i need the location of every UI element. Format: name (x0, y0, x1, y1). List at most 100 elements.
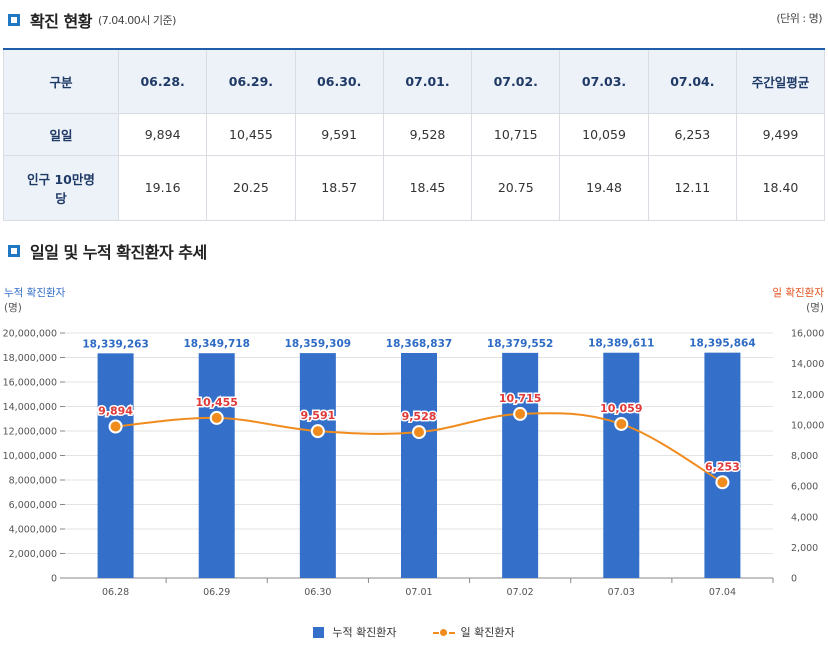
table-cell: 19.16 (117, 154, 208, 221)
bar (299, 353, 336, 578)
line-point (513, 406, 528, 421)
table-cell: 18.40 (736, 154, 825, 221)
left-tick-label: 6,000,000 (9, 500, 57, 511)
bar-swatch-icon (313, 626, 325, 638)
table-cell: 9,894 (117, 112, 208, 156)
table-cell: 9,528 (382, 112, 473, 156)
left-tick-label: 18,000,000 (3, 353, 57, 364)
left-tick-label: 16,000,000 (3, 378, 57, 389)
line-value-label: 9,528 (402, 410, 437, 423)
bar-value-label: 18,395,864 (689, 338, 755, 350)
x-tick-label: 06.28 (102, 587, 129, 598)
table-cell: 19.48 (559, 154, 649, 221)
line-value-label: 9,894 (98, 404, 133, 417)
table-cell: 9,499 (736, 112, 825, 156)
left-axis-label: 누적 확진환자 (4, 286, 66, 299)
bar-value-label: 18,339,263 (82, 338, 148, 350)
legend-item-daily: 일 확진환자 (432, 624, 515, 640)
bar-value-label: 18,368,837 (386, 338, 452, 350)
line-value-label: 6,253 (705, 460, 740, 473)
table-cell: 6,253 (647, 112, 738, 156)
right-axis-unit: (명) (806, 302, 824, 314)
x-tick-label: 07.03 (608, 587, 635, 598)
legend-label: 일 확진환자 (460, 626, 515, 639)
table-cell: 10,715 (471, 112, 561, 156)
status-section-header: 확진 현황 (7.04.00시 기준) (8, 8, 176, 32)
bar (704, 352, 741, 578)
bar-value-label: 18,349,718 (183, 338, 249, 350)
trend-section-header: 일일 및 누적 확진환자 추세 (8, 239, 207, 263)
line-point (108, 419, 123, 434)
left-axis-unit: (명) (4, 302, 22, 314)
table-row: 인구 10만명당 19.16 20.25 18.57 18.45 20.75 1… (3, 154, 825, 221)
line-point (310, 424, 325, 439)
table-cell: 18.57 (294, 154, 384, 221)
header-cell: 06.28. (117, 48, 208, 114)
table-cell: 10,059 (559, 112, 649, 156)
legend-label: 누적 확진환자 (332, 626, 397, 639)
table-cell: 9,591 (294, 112, 384, 156)
line-point (209, 410, 224, 425)
trend-chart: 0 2,000,000 4,000,000 6,000,000 8,000,000 10,… (3, 286, 825, 598)
bar (603, 352, 640, 578)
right-axis-label: 일 확진환자 (772, 286, 824, 299)
bar-value-label: 18,379,552 (487, 338, 553, 350)
line-value-label: 10,455 (195, 396, 237, 409)
left-tick-label: 10,000,000 (3, 451, 57, 462)
bar (502, 352, 539, 578)
chart-legend: 누적 확진환자 일 확진환자 (0, 624, 828, 640)
x-tick-label: 06.29 (203, 587, 230, 598)
table-row: 일일 9,894 10,455 9,591 9,528 10,715 10,05… (3, 112, 825, 156)
line-value-label: 9,591 (300, 409, 335, 422)
status-title: 확진 현황 (30, 12, 92, 31)
left-tick-label: 2,000,000 (9, 549, 57, 560)
right-tick-label: 8,000 (791, 451, 818, 462)
right-tick-label: 4,000 (791, 512, 818, 523)
bar-value-label: 18,389,611 (588, 338, 654, 350)
header-cell: 07.02. (471, 48, 561, 114)
line-marker-icon (432, 627, 455, 638)
line-point (614, 416, 629, 431)
bar (401, 352, 437, 578)
table-cell: 18.45 (382, 154, 473, 221)
x-tick-label: 07.01 (405, 587, 432, 598)
left-tick-label: 20,000,000 (3, 329, 57, 340)
row-label: 인구 10만명당 (3, 154, 119, 221)
daily-cases-table: 구분 06.28. 06.29. 06.30. 07.01. 07.02. 07… (3, 48, 825, 221)
header-cell: 07.04. (647, 48, 738, 114)
left-tick-label: 4,000,000 (9, 525, 57, 536)
x-tick-label: 07.04 (709, 587, 736, 598)
status-subtitle: (7.04.00시 기준) (97, 14, 176, 27)
line-value-label: 10,715 (499, 392, 541, 405)
unit-note: (단위 : 명) (776, 12, 822, 25)
header-cell: 구분 (3, 48, 119, 114)
bar-value-label: 18,359,309 (285, 338, 351, 350)
x-tick-label: 06.30 (304, 587, 331, 598)
left-tick-label: 0 (51, 574, 57, 585)
legend-item-cumulative: 누적 확진환자 (313, 624, 397, 640)
bar (198, 353, 235, 578)
header-cell: 07.03. (559, 48, 649, 114)
row-label: 일일 (3, 112, 119, 156)
square-bullet-icon (8, 245, 20, 257)
header-cell: 06.29. (206, 48, 296, 114)
x-tick-label: 07.02 (507, 587, 534, 598)
right-tick-label: 0 (791, 574, 797, 585)
table-cell: 20.25 (206, 154, 296, 221)
left-tick-label: 14,000,000 (3, 402, 57, 413)
line-point (412, 425, 426, 440)
table-cell: 12.11 (647, 154, 738, 221)
line-point (715, 475, 730, 490)
table-cell: 20.75 (471, 154, 561, 221)
header-cell: 주간일평균 (736, 48, 825, 114)
left-tick-label: 8,000,000 (9, 476, 57, 487)
right-tick-label: 2,000 (791, 543, 818, 554)
bar (97, 353, 134, 578)
header-cell: 07.01. (382, 48, 473, 114)
table-header-row: 구분 06.28. 06.29. 06.30. 07.01. 07.02. 07… (3, 48, 825, 114)
square-bullet-icon (8, 14, 20, 26)
table-cell: 10,455 (206, 112, 296, 156)
line-value-label: 10,059 (600, 402, 642, 415)
right-tick-label: 12,000 (791, 390, 824, 401)
right-tick-label: 10,000 (791, 420, 824, 431)
